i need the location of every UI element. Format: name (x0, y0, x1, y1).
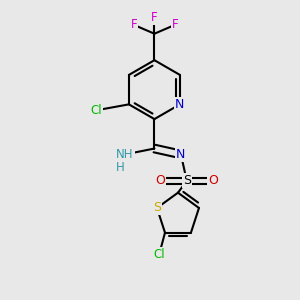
Text: N: N (176, 148, 186, 161)
Text: N: N (175, 98, 184, 111)
Text: F: F (172, 18, 178, 32)
Text: F: F (130, 18, 137, 32)
Text: H: H (116, 161, 125, 174)
Text: F: F (151, 11, 158, 24)
Text: O: O (208, 174, 218, 188)
Text: NH: NH (116, 148, 134, 161)
Text: S: S (183, 174, 191, 188)
Text: Cl: Cl (91, 104, 102, 117)
Text: S: S (153, 202, 161, 214)
Text: O: O (155, 174, 165, 188)
Text: Cl: Cl (153, 248, 165, 261)
